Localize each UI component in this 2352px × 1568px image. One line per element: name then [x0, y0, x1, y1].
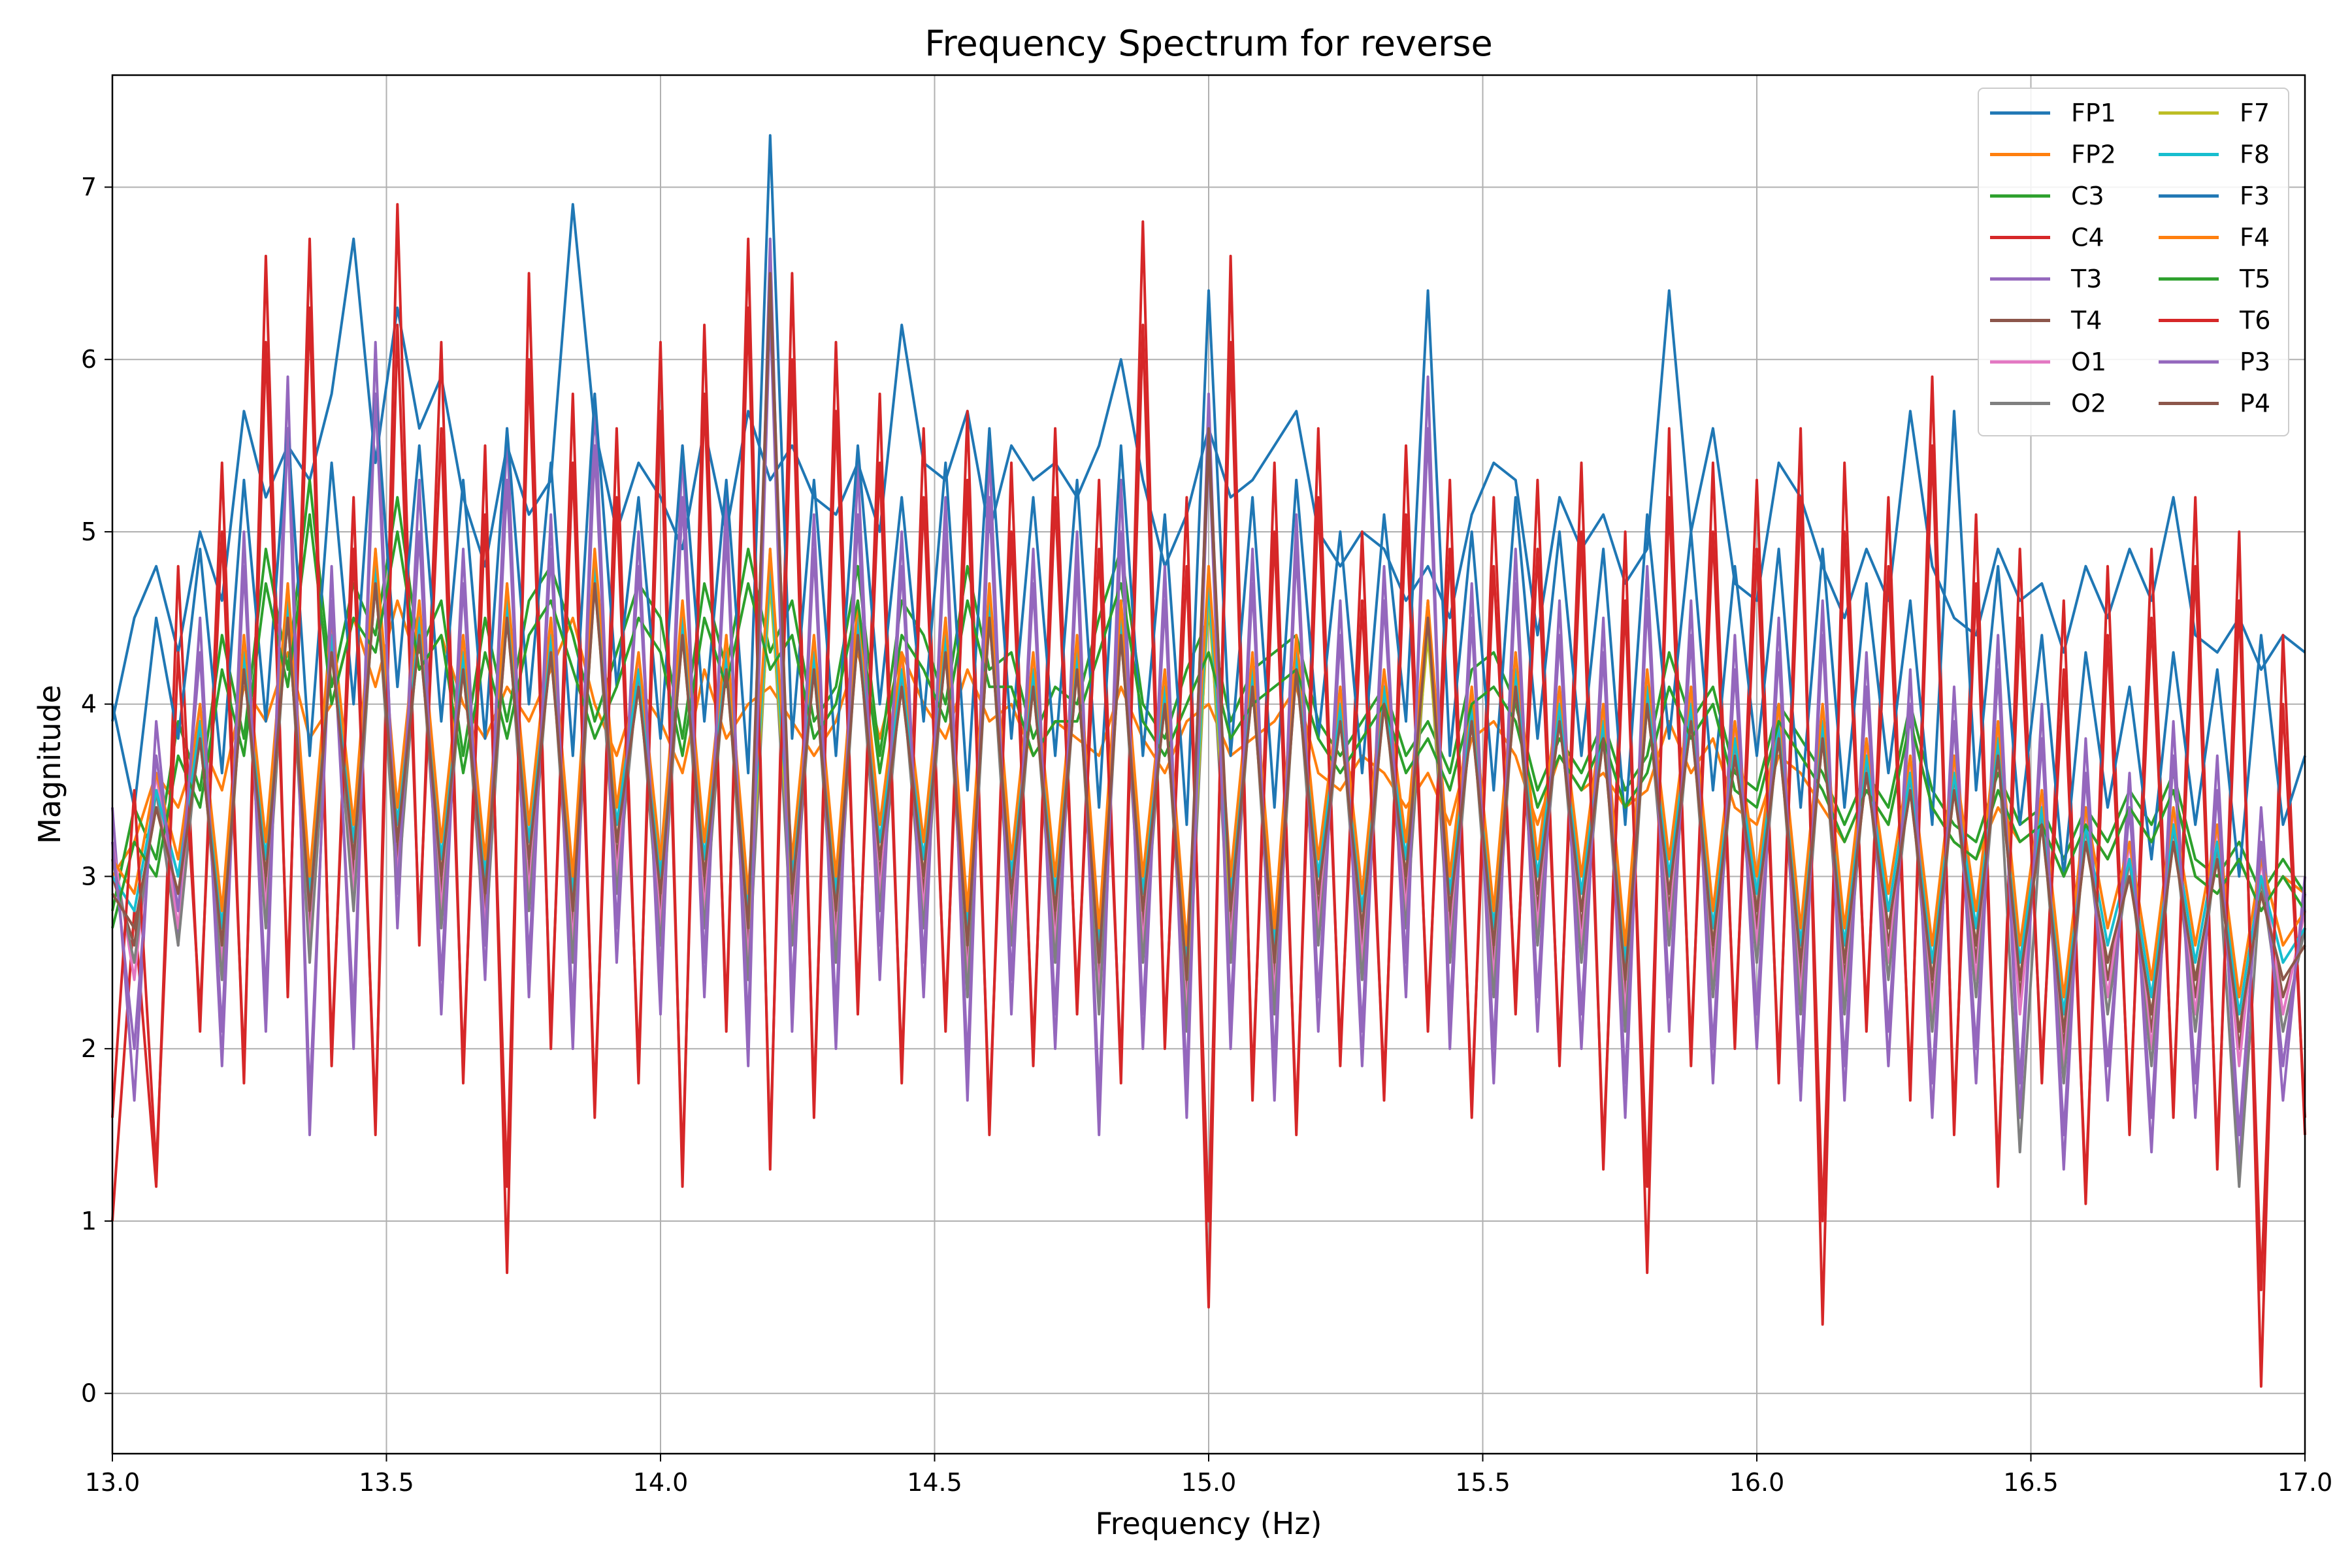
- legend-label: T6: [2239, 306, 2270, 335]
- legend-label: T3: [2070, 265, 2102, 293]
- legend-label: F7: [2240, 99, 2270, 127]
- legend-label: F4: [2240, 223, 2270, 252]
- axis-ticks: 13.0 13.5 14.0 14.5 15.0 15.5 16.0 16.5 17.0 0 1 2 3…: [81, 172, 2332, 1497]
- x-tick-label: 15.0: [1181, 1468, 1237, 1497]
- x-tick-label: 15.5: [1455, 1468, 1511, 1497]
- x-tick-label: 16.5: [2003, 1468, 2059, 1497]
- series-line-p4: [111, 289, 2306, 1033]
- legend-label: T5: [2239, 265, 2270, 293]
- series-line-f4: [111, 547, 2306, 999]
- legend-label: F8: [2240, 140, 2270, 169]
- legend-label: FP2: [2071, 140, 2116, 169]
- y-axis-label: Magnitude: [32, 685, 67, 844]
- y-tick-label: 6: [81, 345, 97, 374]
- legend-label: T4: [2070, 306, 2102, 335]
- legend-label: P3: [2240, 348, 2270, 376]
- legend-label: F3: [2240, 182, 2270, 210]
- y-tick-label: 7: [81, 172, 97, 201]
- legend-label: C4: [2071, 223, 2104, 252]
- x-tick-label: 16.0: [1729, 1468, 1785, 1497]
- x-tick-label: 14.5: [907, 1468, 962, 1497]
- series-line-t6: [111, 306, 2306, 1292]
- legend-label: O1: [2071, 348, 2106, 376]
- legend: FP1 FP2 C3 C4 T3 T4 O1 O2 F7 F8 F3 F4 T5 T6 P3 P4: [1978, 88, 2289, 436]
- chart-title: Frequency Spectrum for reverse: [924, 23, 1492, 64]
- y-tick-label: 1: [81, 1207, 97, 1235]
- legend-label: P4: [2240, 389, 2270, 418]
- x-tick-label: 13.0: [85, 1468, 140, 1497]
- y-tick-label: 0: [81, 1379, 97, 1408]
- y-tick-label: 3: [81, 862, 97, 890]
- plot-lines: [111, 134, 2306, 1388]
- y-tick-label: 5: [81, 517, 97, 546]
- x-tick-label: 17.0: [2278, 1468, 2333, 1497]
- legend-box: [1978, 88, 2289, 436]
- x-axis-label: Frequency (Hz): [1096, 1506, 1322, 1541]
- y-tick-label: 2: [81, 1034, 97, 1063]
- y-tick-label: 4: [81, 690, 97, 719]
- legend-label: FP1: [2071, 99, 2116, 127]
- x-tick-label: 14.0: [633, 1468, 689, 1497]
- x-tick-label: 13.5: [359, 1468, 414, 1497]
- legend-label: C3: [2071, 182, 2104, 210]
- legend-label: O2: [2071, 389, 2106, 418]
